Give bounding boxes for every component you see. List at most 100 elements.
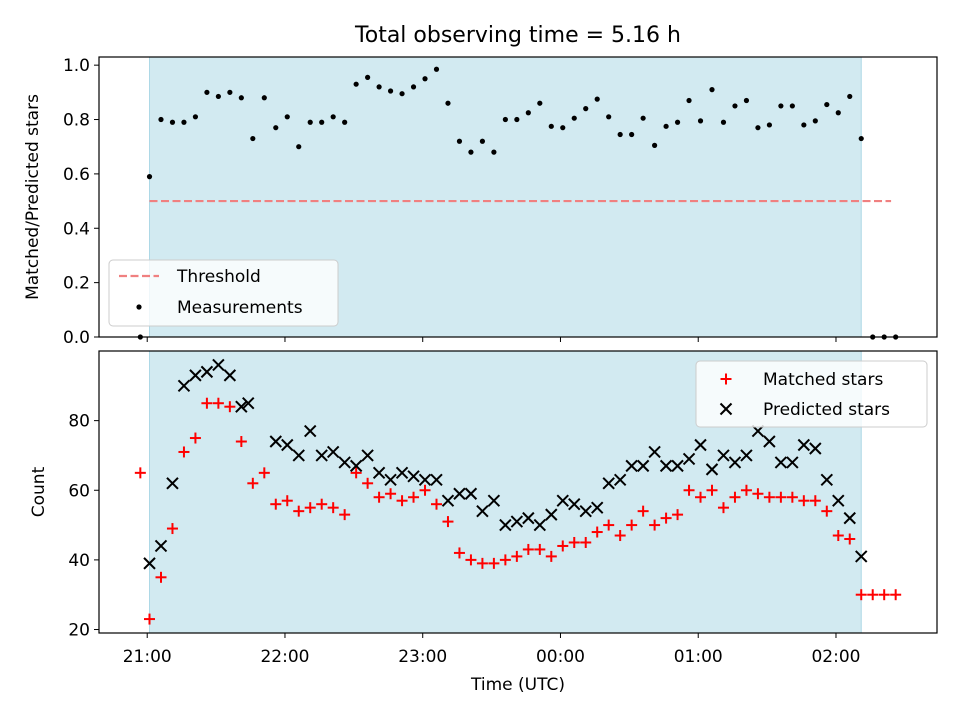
matched-star-point [740,484,752,496]
measurement-point [858,135,864,142]
measurement-point [652,142,658,148]
matched-star-point [304,502,316,514]
matched-star-point [591,526,603,538]
predicted-star-point [154,539,168,553]
predicted-star-point [418,473,432,487]
measurement-point [158,116,164,123]
measurement-point [319,119,325,125]
measurement-point [778,103,784,109]
matched-star-point [603,519,615,531]
panel-top: 0.0 0.2 0.4 0.6 0.8 1.0 Matched/Predicted sta… [23,56,938,348]
matched-star-point [729,491,741,503]
measurement-point [376,84,382,90]
measurement-point [387,88,394,94]
bot-y-tick-label: 40 [68,551,90,571]
top-y-ticks: 0.0 0.2 0.4 0.6 0.8 1.0 [63,56,99,348]
matched-star-point [201,397,213,409]
predicted-star-point [809,442,822,455]
x-tick-label: 00:00 [536,647,585,667]
measurement-point [548,123,554,129]
predicted-star-point [843,511,856,525]
matched-star-point [339,509,351,521]
matched-star-point [890,589,902,601]
measurement-point [663,123,669,129]
measurement-point [169,119,176,125]
measurement-point [629,131,635,138]
predicted-star-point [648,445,661,459]
legend-threshold-label: Threshold [176,267,261,287]
matched-star-point [316,498,328,510]
predicted-star-point [671,459,684,473]
matched-star-point [809,495,821,507]
matched-star-point [511,550,523,562]
measurement-point [640,115,646,121]
measurement-point [353,81,359,87]
measurement-point [181,119,187,125]
chart-title: Total observing time = 5.16 h [354,23,681,48]
predicted-star-point [281,438,294,452]
top-y-tick-label: 0.8 [63,111,90,131]
predicted-star-point [522,511,535,525]
measurement-point [365,74,371,80]
matched-star-point [235,436,247,448]
measurement-point [330,114,336,120]
predicted-star-point [820,473,834,487]
predicted-star-point [545,508,558,521]
measurement-point [273,125,279,131]
measurement-point [491,149,497,155]
predicted-star-point [242,397,255,410]
predicted-star-point [556,494,569,507]
matched-star-point [695,491,707,503]
matched-star-point [763,491,775,503]
matched-star-point [706,484,718,496]
predicted-star-point [441,494,455,507]
measurement-point [571,115,577,121]
measurement-point [342,119,348,125]
predicted-star-point [166,477,179,490]
measurement-point [514,116,520,123]
predicted-star-point [499,518,512,532]
measurement-point [238,95,244,101]
measurement-point [606,114,612,120]
matched-star-point [798,495,810,507]
legend-predicted-label: Predicted stars [763,400,890,420]
predicted-star-point [579,504,592,518]
matched-star-point [178,446,190,458]
legend-matched-label: Matched stars [763,370,883,390]
predicted-star-point [395,466,409,480]
bottom-legend: Matched stars Predicted stars [695,360,928,428]
predicted-star-point [453,487,466,500]
measurement-point [686,97,692,104]
matched-star-point [373,491,385,503]
bot-y-tick-label: 60 [68,481,90,501]
measurement-point [743,97,750,104]
predicted-star-point [763,435,776,448]
predicted-star-point [212,358,225,372]
measurement-point [560,125,566,131]
measurement-point [709,87,715,93]
measurement-point [525,110,531,116]
predicted-star-point [292,449,305,462]
matched-star-point [430,498,442,510]
legend-measurements-swatch [136,304,142,310]
matched-star-point [144,613,156,625]
x-axis-label: Time (UTC) [470,675,565,695]
measurement-point [720,119,727,125]
matched-star-point [637,505,649,517]
matched-star-point [465,554,477,566]
top-y-tick-label: 0.6 [63,165,90,185]
predicted-star-point [315,449,328,462]
measurement-point [192,114,199,120]
measurement-point [307,119,313,125]
matched-star-point [775,491,787,503]
bottom-y-ticks: 20 40 60 80 [68,412,99,641]
matched-star-point [270,498,282,510]
predicted-star-point [510,515,524,528]
matched-star-point [499,554,511,566]
predicted-star-point [797,438,811,452]
predicted-star-point [591,501,604,514]
measurement-point [801,122,807,128]
measurement-point [617,131,623,138]
